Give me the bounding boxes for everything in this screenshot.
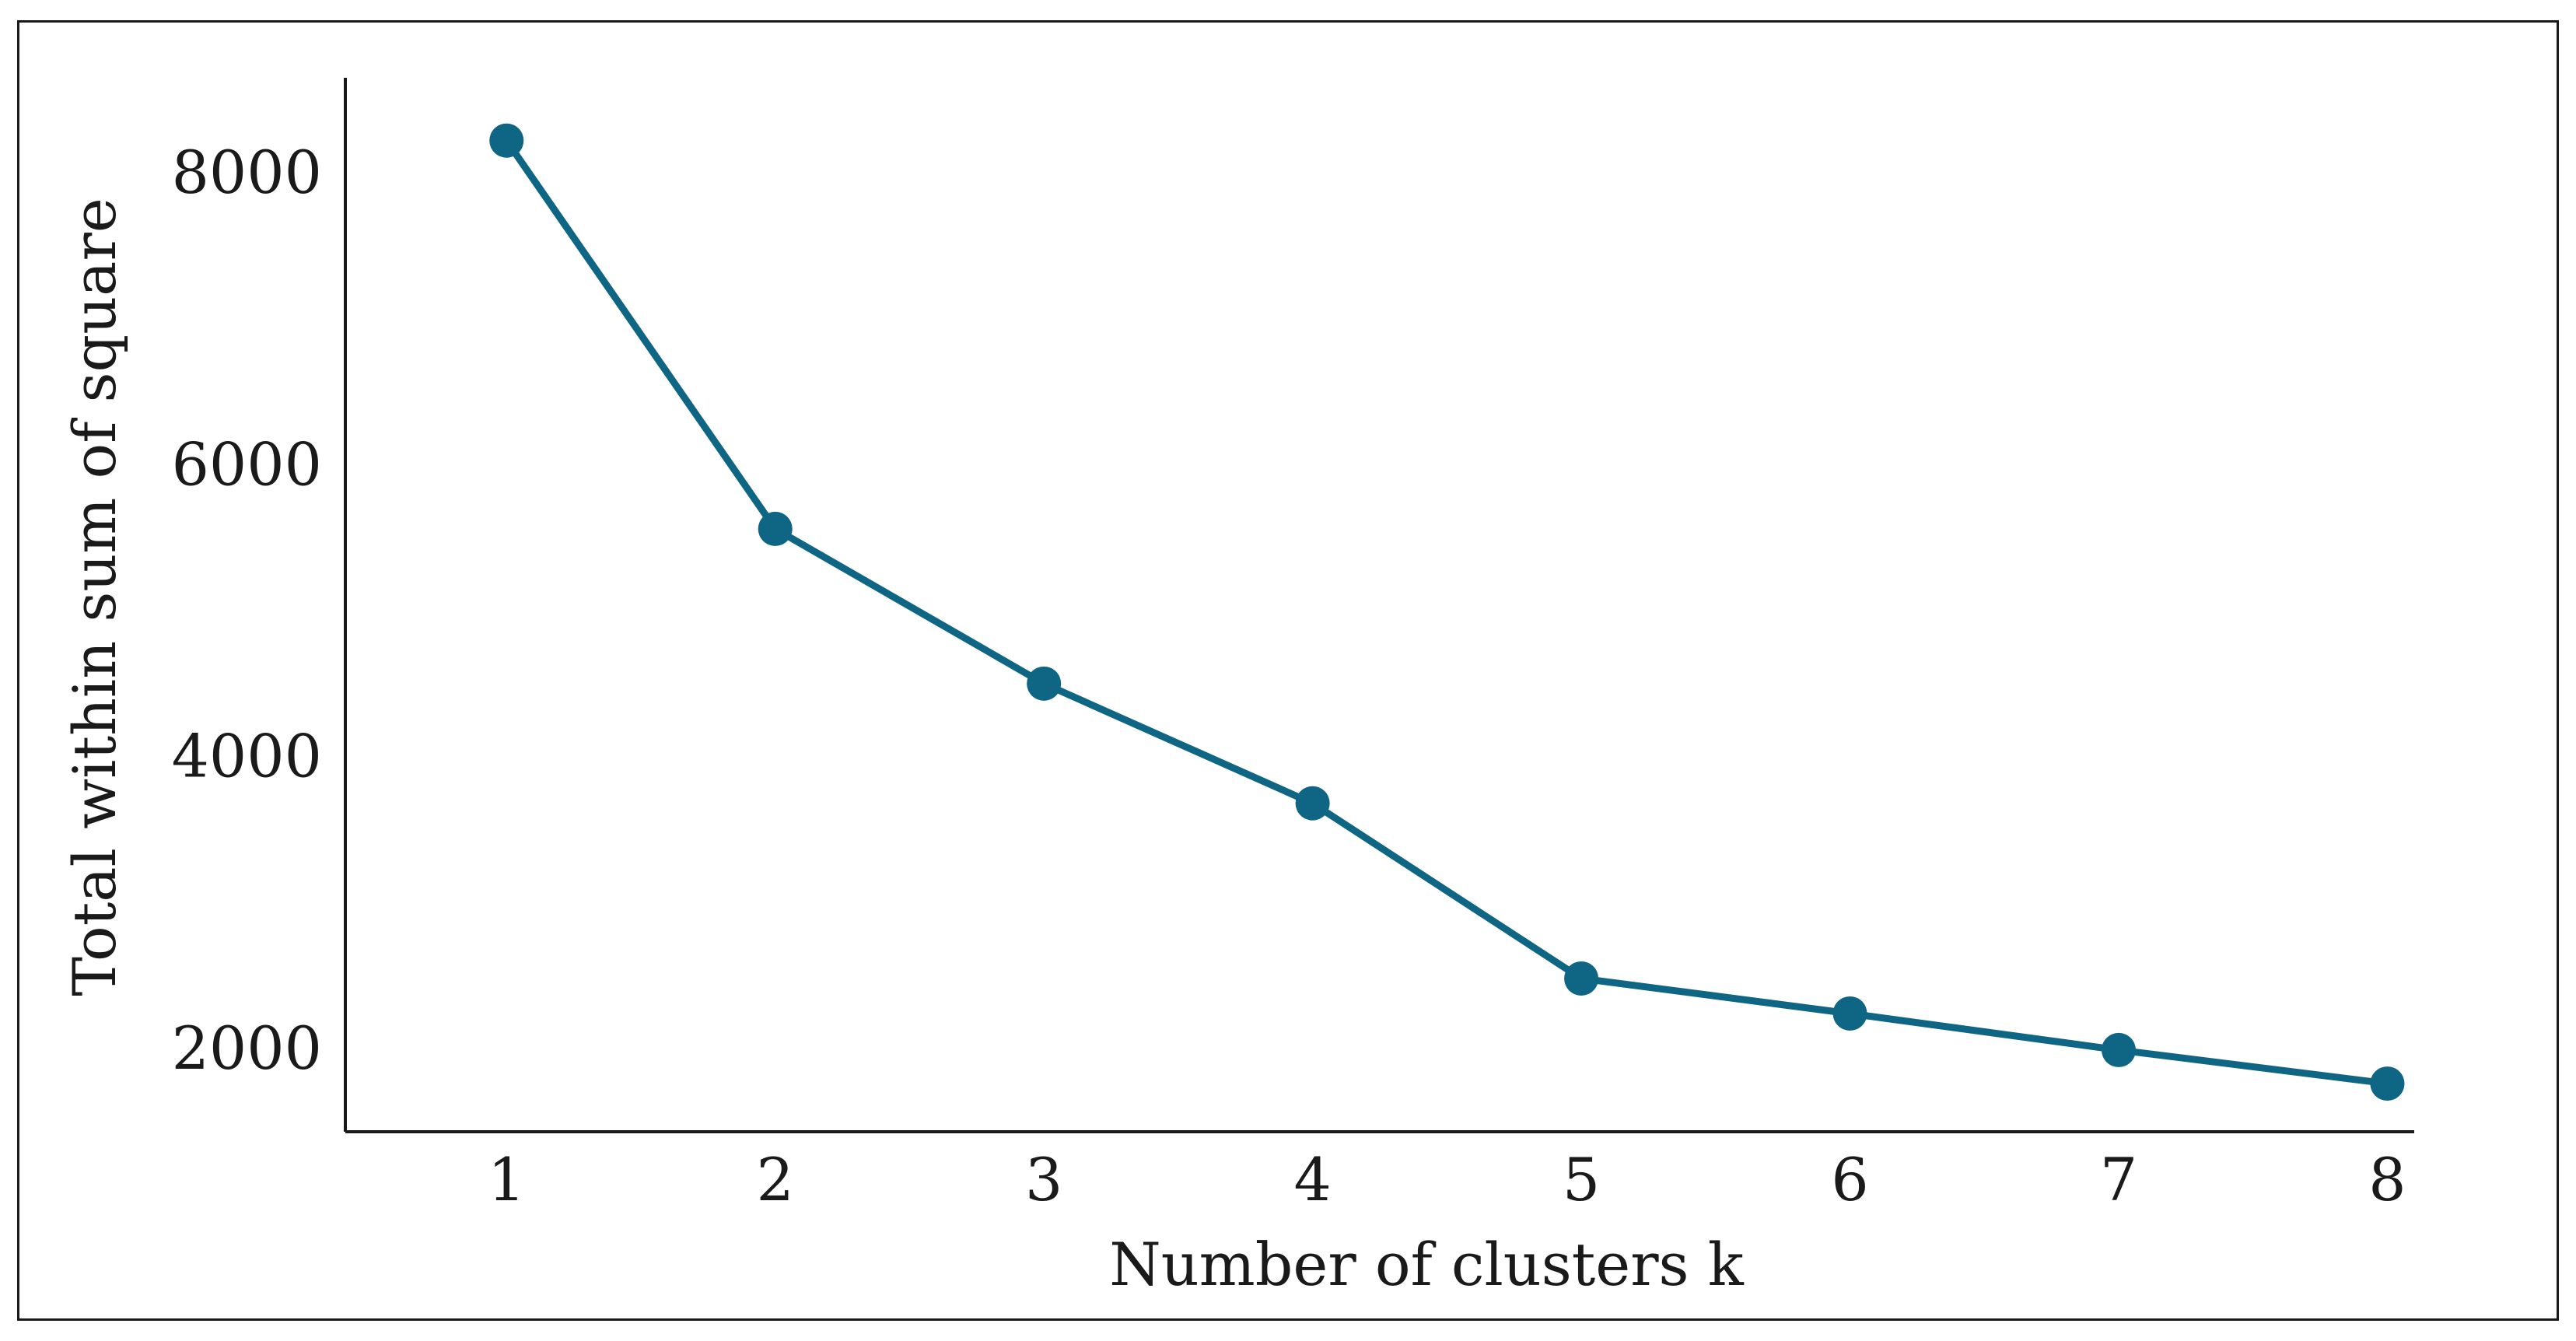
x-tick-label: 2: [757, 1145, 794, 1214]
y-tick-label: 8000: [172, 138, 322, 207]
y-tick-label: 2000: [172, 1014, 322, 1083]
x-tick-labels: 1 2 3 4 5 6 7 8: [488, 1145, 2406, 1214]
x-tick-label: 7: [2100, 1145, 2137, 1214]
x-tick-label: 1: [488, 1145, 525, 1214]
data-point: [758, 511, 793, 546]
x-tick-label: 3: [1025, 1145, 1062, 1214]
x-tick-label: 4: [1293, 1145, 1331, 1214]
data-point: [1832, 996, 1867, 1031]
axes: [344, 78, 2414, 1133]
y-tick-labels: 2000 4000 6000 8000: [172, 138, 322, 1083]
data-point: [1295, 786, 1330, 821]
data-point: [1564, 961, 1599, 996]
data-point: [1027, 666, 1062, 701]
series-line: [502, 137, 2391, 1087]
x-tick-label: 6: [1831, 1145, 1868, 1214]
y-tick-label: 4000: [172, 722, 322, 791]
x-tick-label: 8: [2368, 1145, 2406, 1214]
chart-frame: [17, 20, 2559, 1321]
x-axis-title: Number of clusters k: [1109, 1230, 1745, 1299]
y-axis-title: Total within sum of square: [60, 198, 129, 996]
data-point: [489, 123, 524, 158]
series-layer: [489, 123, 2405, 1101]
y-tick-label: 6000: [172, 429, 322, 499]
x-tick-label: 5: [1563, 1145, 1600, 1214]
data-point: [2370, 1066, 2405, 1101]
data-point: [2102, 1032, 2136, 1067]
